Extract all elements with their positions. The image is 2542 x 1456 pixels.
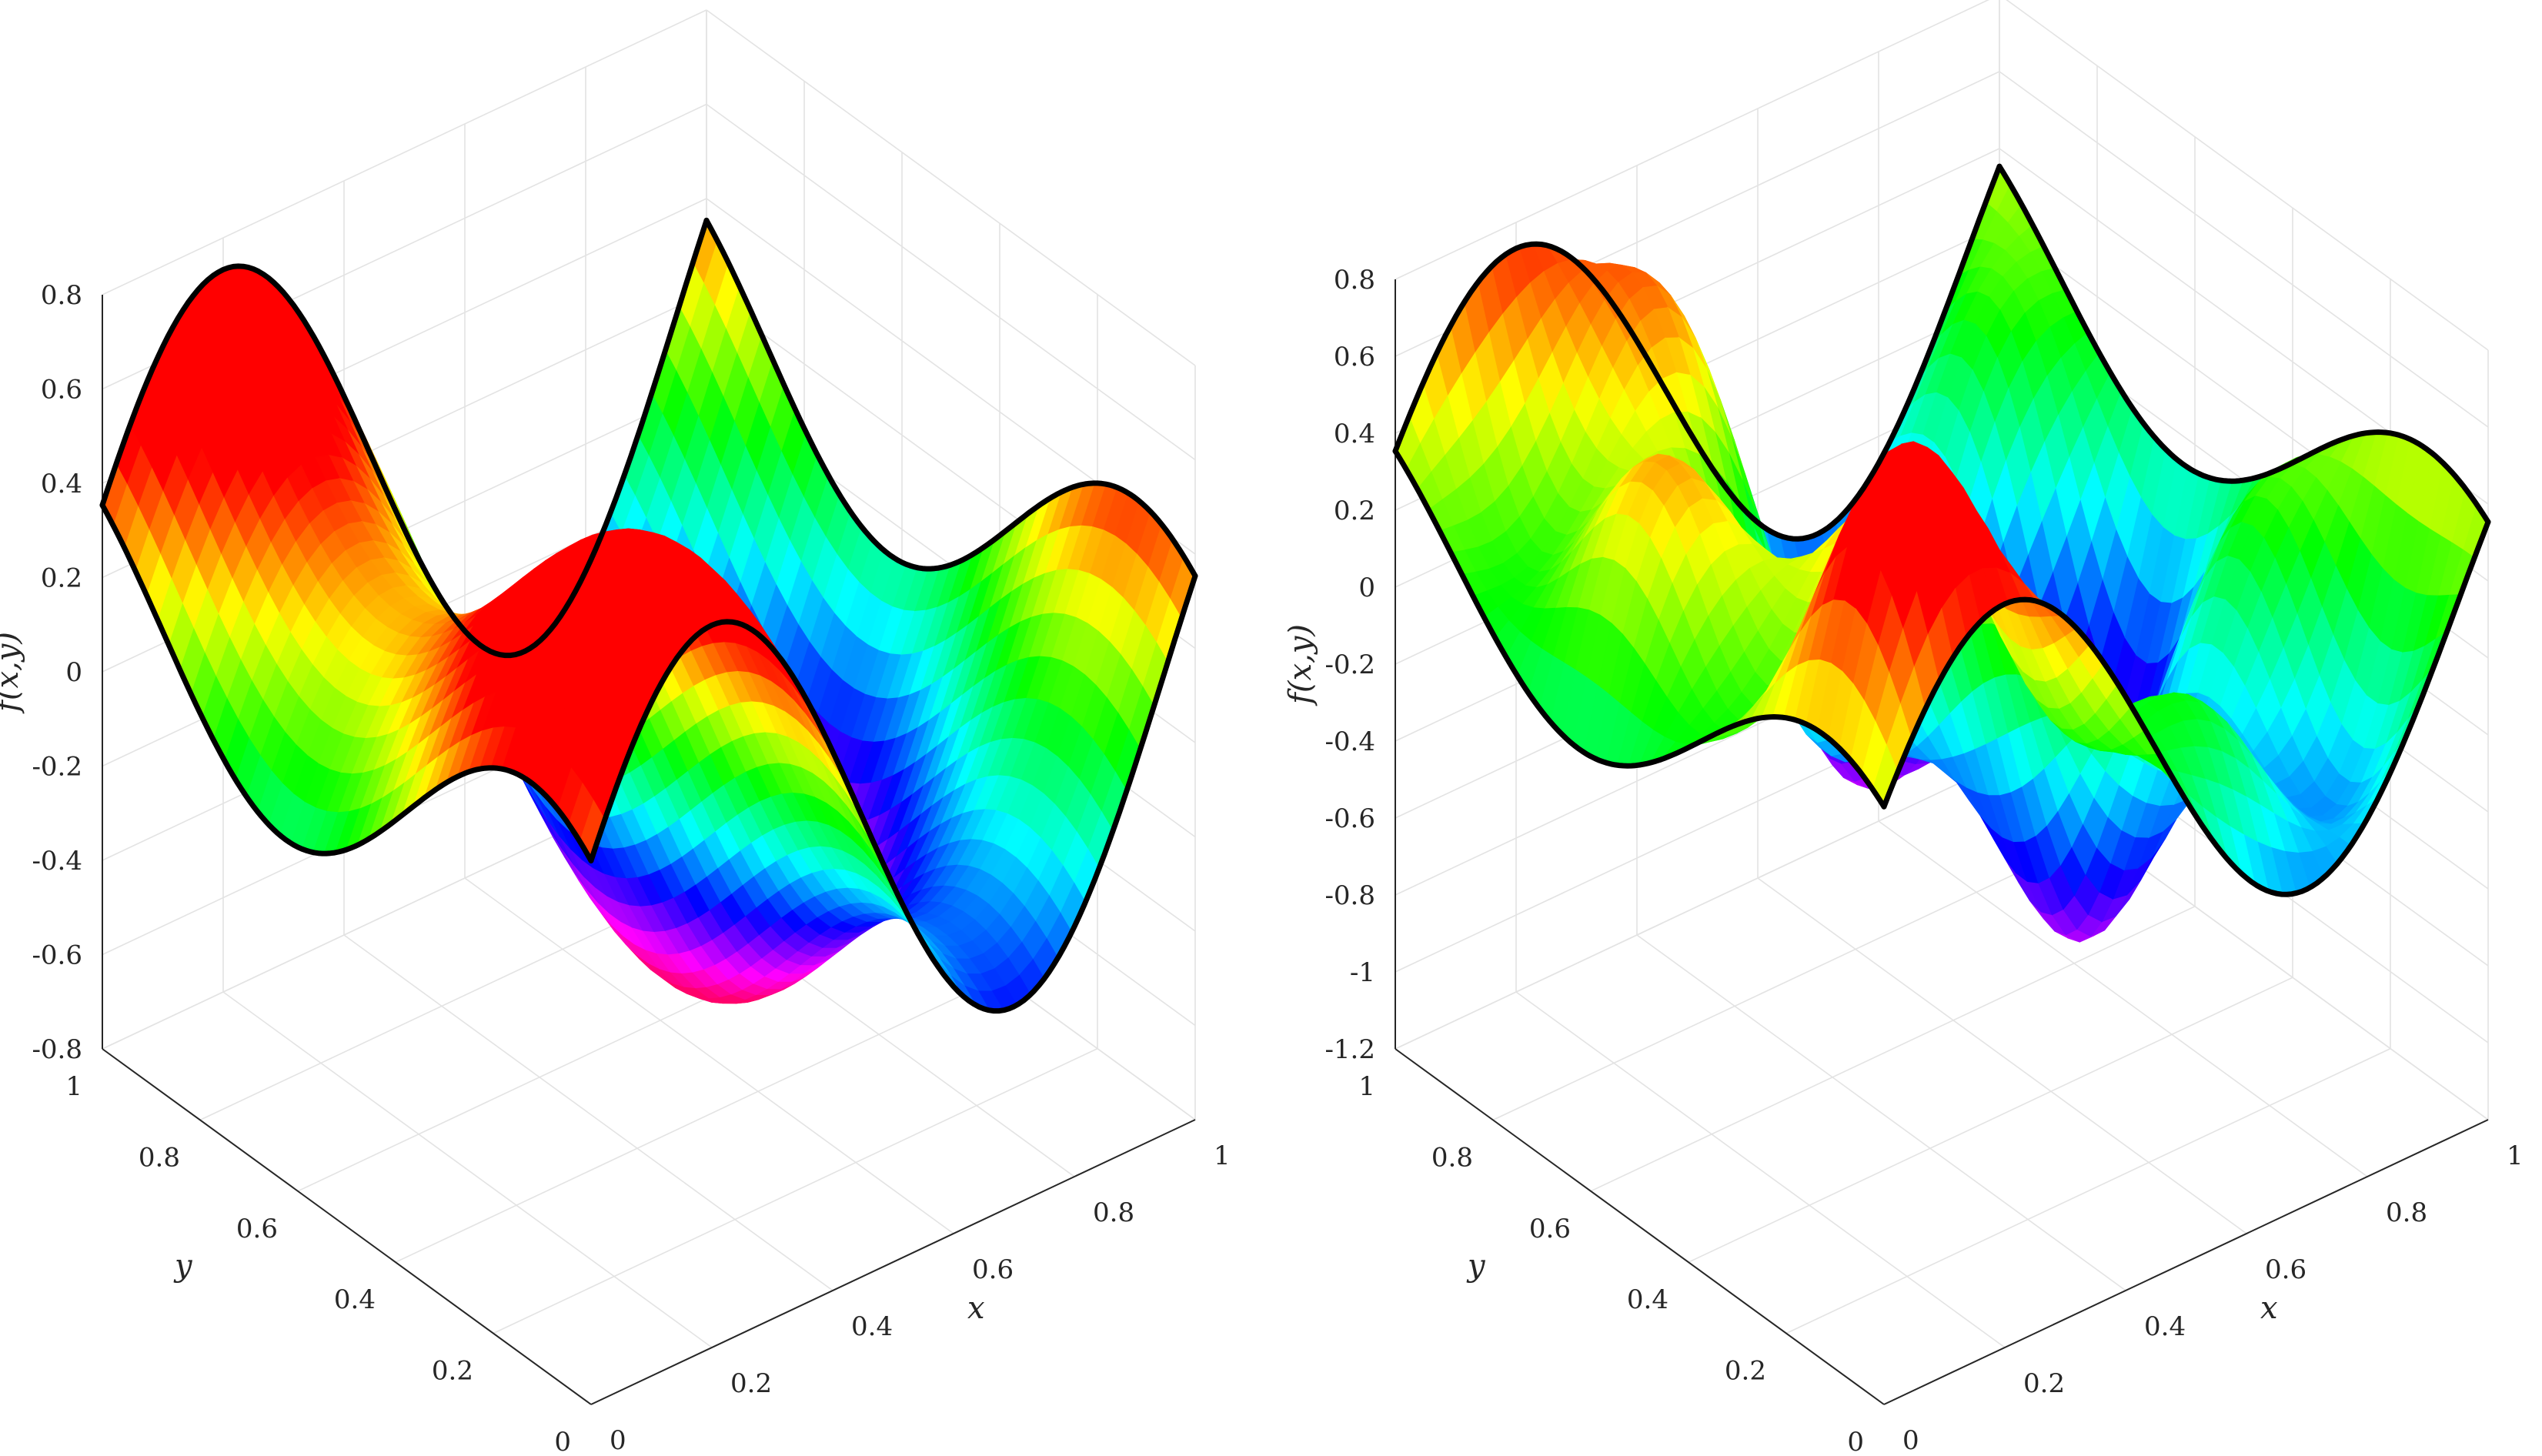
surface-edges <box>99 217 1198 1014</box>
z-tick-label: 0.2 <box>1334 496 1375 526</box>
z-tick-label: 0 <box>1358 573 1375 603</box>
edge-y0 <box>1881 519 2491 897</box>
x-axis-line <box>590 1119 1196 1405</box>
x-tick-label: 1 <box>2507 1140 2524 1171</box>
x-tick-label: 0 <box>610 1425 626 1456</box>
z-tick-label: -1.2 <box>1324 1034 1375 1065</box>
x-tick-label: 0.2 <box>730 1368 772 1399</box>
surface <box>1395 165 2489 943</box>
y-axis-label: y <box>173 1248 193 1284</box>
x-tick-label: 0.6 <box>2265 1254 2307 1285</box>
edge-y1 <box>99 217 710 659</box>
floor-grid-line <box>1785 1047 2391 1334</box>
x-tick-label: 1 <box>1214 1140 1231 1171</box>
edge-x1 <box>1996 163 2491 525</box>
floor-grid-line <box>1688 977 2293 1263</box>
y-tick-label: 0 <box>1847 1427 1864 1456</box>
y-tick-label: 0.4 <box>334 1284 376 1315</box>
wall-grid-line <box>1395 763 2000 1050</box>
z-tick-label: -0.4 <box>32 846 82 877</box>
floor-grid-line <box>1636 934 2126 1291</box>
floor-grid-line <box>1492 834 2098 1121</box>
floor-grid-line <box>222 991 713 1348</box>
edge-y0 <box>588 573 1198 1014</box>
y-tick-label: 0.6 <box>236 1214 278 1244</box>
x-axis-line <box>1883 1119 2489 1405</box>
z-tick-label: -1 <box>1350 957 1375 988</box>
wall-grid-line <box>1999 71 2489 428</box>
x-axis-label: x <box>967 1291 985 1326</box>
z-tick-label: 0.2 <box>41 563 82 594</box>
z-axis-label: f(x,y) <box>0 632 25 714</box>
z-tick-label: -0.2 <box>1324 650 1375 680</box>
z-tick-label: 0.8 <box>1334 265 1375 296</box>
surface-edges <box>1392 163 2491 897</box>
wall-grid-line <box>1395 0 1990 280</box>
y-tick-label: 0.8 <box>139 1142 180 1173</box>
wall-grid-line <box>706 9 1196 366</box>
floor-grid-line <box>1878 820 2368 1177</box>
surface-plot-right: -1.2 -1 -0.8 -0.6 -0.4 -0.2 0 0.2 0.4 0.6 0.8 0 0.2 0… <box>1283 0 2524 1456</box>
floor-grid-line <box>395 977 1000 1263</box>
y-axis-line <box>102 1048 592 1405</box>
z-tick-label: -0.8 <box>1324 880 1375 911</box>
x-tick-label: 0.8 <box>1093 1197 1134 1228</box>
y-tick-label: 0.2 <box>432 1356 473 1387</box>
floor-grid-line <box>464 877 954 1234</box>
y-tick-label: 0.6 <box>1529 1214 1571 1244</box>
z-tick-label: -0.6 <box>1324 803 1375 834</box>
x-axis-label: x <box>2260 1291 2278 1326</box>
y-axis-line <box>1395 1048 1885 1405</box>
edge-x1 <box>703 217 1198 579</box>
y-tick-label: 0.2 <box>1725 1356 1766 1387</box>
x-tick-label: 0.6 <box>972 1254 1014 1285</box>
z-tick-label: 0.8 <box>41 280 82 311</box>
z-tick-label: -0.4 <box>1324 726 1375 757</box>
floor-grid-line <box>1757 877 2247 1234</box>
floor-grid-line <box>343 934 833 1291</box>
z-tick-label: 0.4 <box>1334 419 1375 449</box>
y-tick-label: 1 <box>65 1071 82 1102</box>
z-tick-label: -0.8 <box>32 1034 82 1065</box>
wall-grid-line <box>102 9 707 296</box>
z-tick-label: -0.6 <box>32 940 82 971</box>
z-tick-label: 0 <box>65 657 82 688</box>
x-tick-label: 0 <box>1902 1425 1919 1456</box>
x-tick-label: 0.4 <box>2144 1311 2186 1342</box>
z-tick-label: -0.2 <box>32 752 82 783</box>
x-tick-label: 0.2 <box>2023 1368 2065 1399</box>
z-axis-label: f(x,y) <box>1283 624 1318 706</box>
z-tick-label: 0.6 <box>41 375 82 406</box>
y-tick-label: 1 <box>1358 1071 1375 1102</box>
axis-labels: x y f(x,y) <box>0 632 985 1326</box>
surface <box>102 219 1196 1011</box>
wall-grid-line <box>2006 0 2489 351</box>
edge-y1 <box>1392 163 2003 542</box>
edge-x0 <box>1392 448 1887 810</box>
surface-plot-left: -0.8 -0.6 -0.4 -0.2 0 0.2 0.4 0.6 0.8 0 0.2 0.4 0.6 0… <box>0 9 1231 1456</box>
floor-grid-line <box>1590 906 2196 1192</box>
tick-labels: -0.8 -0.6 -0.4 -0.2 0 0.2 0.4 0.6 0.8 0 0.2 0.4 0.6 0… <box>32 280 1230 1456</box>
floor-grid-line <box>493 1047 1098 1334</box>
tick-labels: -1.2 -1 -0.8 -0.6 -0.4 -0.2 0 0.2 0.4 0.6 0.8 0 0.2 0… <box>1324 265 2523 1456</box>
x-tick-label: 0.8 <box>2386 1197 2427 1228</box>
edge-x0 <box>99 502 594 863</box>
y-axis-label: y <box>1466 1248 1486 1284</box>
axes <box>1395 279 2489 1405</box>
y-tick-label: 0 <box>554 1427 571 1456</box>
floor-grid-line <box>1515 991 2006 1348</box>
axis-labels: x y f(x,y) <box>1283 624 2278 1326</box>
y-tick-label: 0.4 <box>1627 1284 1669 1315</box>
axes <box>102 295 1196 1405</box>
z-tick-label: 0.6 <box>1334 342 1375 372</box>
y-tick-label: 0.8 <box>1431 1142 1473 1173</box>
x-tick-label: 0.4 <box>851 1311 893 1342</box>
z-tick-label: 0.4 <box>41 469 82 499</box>
wall-grid-line <box>706 103 1196 461</box>
